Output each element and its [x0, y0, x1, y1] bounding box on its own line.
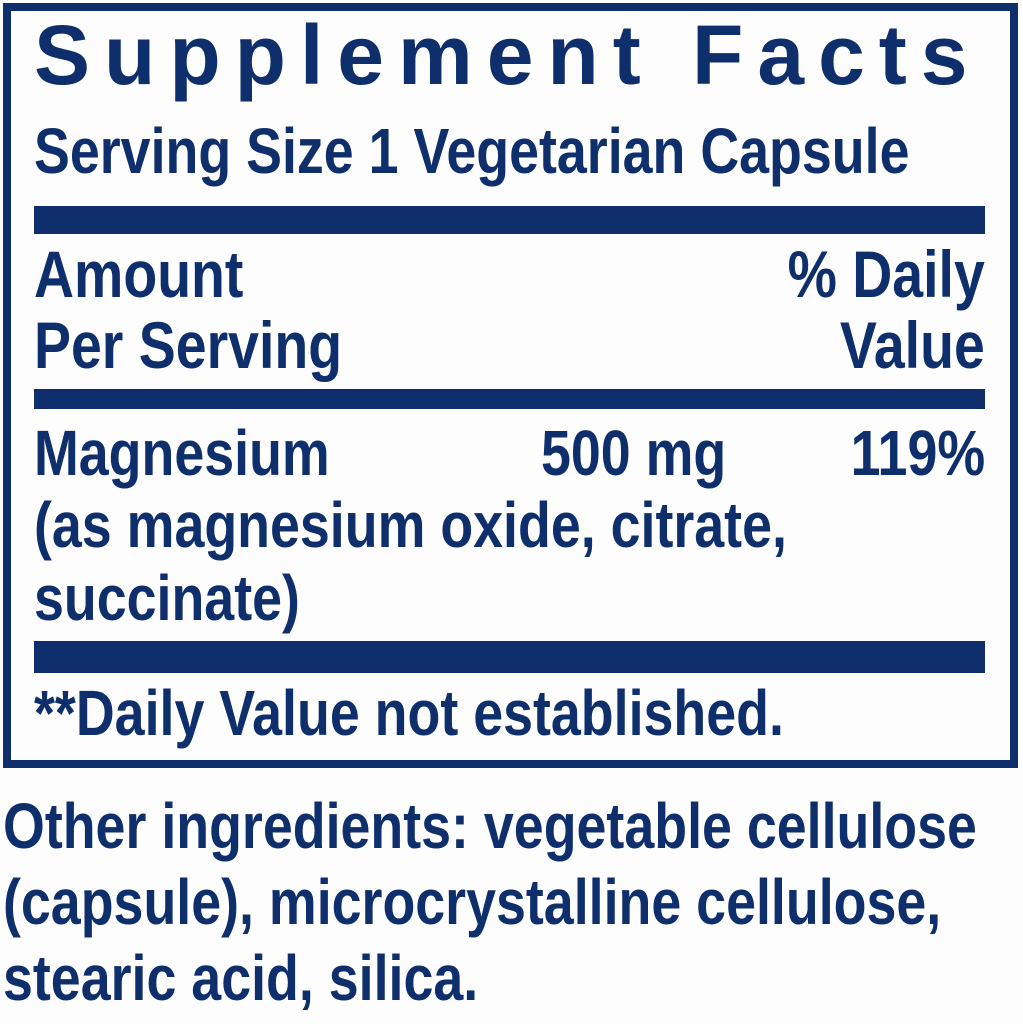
daily-value-footnote: **Daily Value not established.	[34, 677, 927, 749]
nutrient-source-detail-line1: (as magnesium oxide, citrate,	[34, 489, 787, 561]
nutrient-row: Magnesium 500 mg 119%	[34, 417, 985, 489]
column-header-daily-value-line2: Value	[840, 308, 985, 382]
other-ingredients: Other ingredients: vegetable cellulose (…	[3, 788, 1023, 1016]
column-header-amount-line2: Per Serving	[34, 308, 343, 382]
serving-size: Serving Size 1 Vegetarian Capsule	[34, 115, 1023, 187]
nutrient-amount: 500 mg	[541, 417, 727, 489]
panel-inner: Supplement Facts Serving Size 1 Vegetari…	[11, 11, 1010, 760]
column-header-amount-line1: Amount	[34, 237, 244, 311]
divider-bar-light	[34, 389, 985, 409]
nutrient-source-detail-line2: succinate)	[34, 562, 300, 634]
other-ingredients-line2: (capsule), microcrystalline cellulose,	[3, 866, 942, 938]
other-ingredients-line3: stearic acid, silica.	[3, 942, 479, 1014]
nutrient-name: Magnesium	[34, 417, 330, 489]
column-header-daily-value: % Daily Value	[750, 239, 985, 381]
other-ingredients-line1: Other ingredients: vegetable cellulose	[3, 790, 977, 862]
column-header-daily-value-line1: % Daily	[787, 237, 985, 311]
serving-size-text: Serving Size 1 Vegetarian Capsule	[34, 115, 910, 187]
column-header-amount: Amount Per Serving	[34, 239, 401, 381]
nutrient-daily-value: 119%	[850, 417, 985, 489]
panel-title: Supplement Facts	[34, 8, 982, 102]
daily-value-footnote-text: **Daily Value not established.	[34, 677, 784, 749]
divider-bar-heavy-bottom	[34, 641, 985, 673]
divider-bar-heavy-top	[34, 206, 985, 234]
nutrient-source-detail: (as magnesium oxide, citrate, succinate)	[34, 489, 930, 635]
supplement-facts-panel: Supplement Facts Serving Size 1 Vegetari…	[3, 3, 1018, 768]
